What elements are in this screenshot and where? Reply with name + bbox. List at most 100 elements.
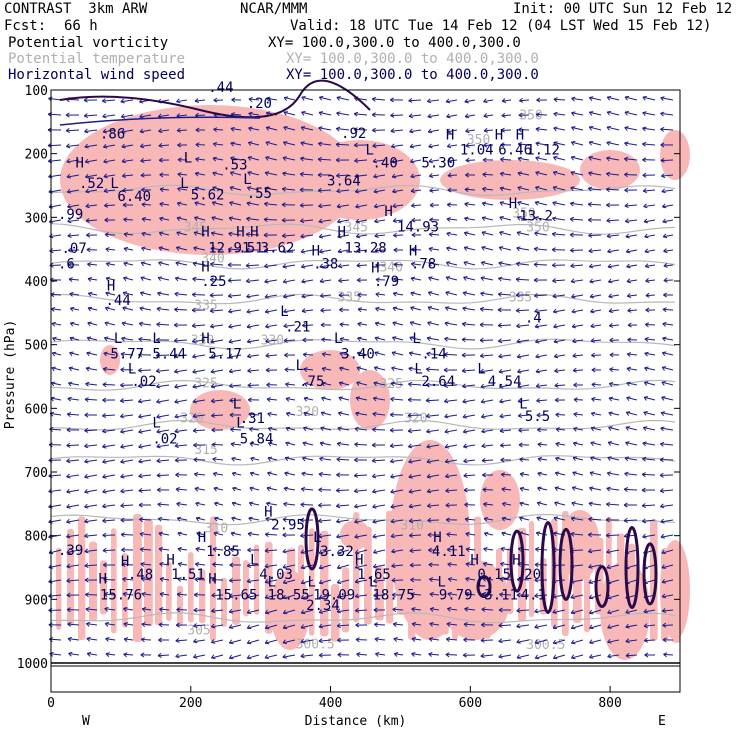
wind-vector — [391, 351, 404, 356]
wind-arrowhead — [52, 336, 57, 342]
wind-arrowhead — [570, 186, 575, 191]
wind-arrowhead — [444, 321, 449, 327]
wind-arrowhead — [353, 111, 359, 117]
wind-arrowhead — [355, 411, 360, 417]
wind-arrowhead — [429, 607, 435, 612]
wind-vector — [590, 309, 602, 313]
wind-vector — [354, 128, 368, 131]
wind-arrowhead — [85, 592, 90, 598]
wind-arrowhead — [285, 411, 291, 417]
hl-label: L — [366, 142, 374, 158]
wind-arrowhead — [174, 383, 179, 389]
wind-arrowhead — [447, 172, 452, 178]
wind-arrowhead — [447, 591, 452, 597]
wind-vector — [300, 173, 314, 176]
wind-vector — [174, 384, 188, 388]
wind-arrowhead — [194, 577, 199, 583]
wind-vector — [213, 128, 224, 131]
wind-arrowhead — [426, 488, 432, 494]
wind-vector — [572, 354, 584, 357]
wind-arrowhead — [139, 128, 145, 134]
wind-arrowhead — [248, 126, 253, 132]
wind-arrowhead — [85, 366, 91, 372]
wind-arrowhead — [69, 306, 75, 312]
wind-vector — [447, 608, 458, 611]
hl-label: L — [414, 361, 422, 377]
wind-arrowhead — [661, 366, 667, 371]
wind-arrowhead — [534, 639, 540, 645]
wind-vector — [661, 549, 674, 554]
wind-arrowhead — [498, 338, 503, 344]
wind-arrowhead — [141, 246, 146, 252]
wind-vector — [571, 639, 584, 644]
wind-vector — [607, 264, 620, 268]
wind-arrowhead — [571, 293, 576, 299]
wind-arrowhead — [644, 652, 649, 658]
wind-arrowhead — [392, 291, 398, 297]
wind-arrowhead — [336, 441, 342, 447]
wind-arrowhead — [318, 609, 324, 614]
wind-arrowhead — [371, 473, 377, 479]
wind-arrowhead — [482, 561, 488, 567]
wind-vector — [534, 263, 548, 266]
wind-arrowhead — [102, 488, 107, 494]
wind-vector — [283, 141, 296, 146]
hl-label: .92 — [341, 126, 366, 142]
wind-vector — [446, 247, 458, 251]
wind-vector — [392, 321, 404, 326]
hl-label: 15.76 — [100, 587, 142, 603]
wind-vector — [264, 203, 278, 206]
wind-arrowhead — [66, 518, 71, 524]
wind-vector — [410, 277, 422, 281]
wind-arrowhead — [281, 217, 286, 223]
wind-arrowhead — [663, 262, 668, 268]
wind-arrowhead — [644, 351, 649, 357]
wind-vector — [123, 608, 134, 611]
wind-arrowhead — [408, 518, 414, 524]
wind-vector — [265, 354, 278, 357]
wind-arrowhead — [588, 96, 594, 102]
hl-label: .44 — [208, 80, 233, 96]
wind-vector — [608, 412, 620, 416]
wind-vector — [462, 323, 476, 326]
hl-label: 1.85 — [206, 544, 240, 560]
theta-label: 325 — [379, 377, 402, 392]
wind-vector — [589, 279, 602, 283]
wind-arrowhead — [84, 518, 89, 524]
wind-arrowhead — [428, 652, 433, 657]
wind-vector — [499, 384, 512, 388]
wind-arrowhead — [588, 232, 593, 238]
wind-vector — [266, 126, 278, 131]
wind-vector — [390, 114, 404, 117]
wind-arrowhead — [229, 412, 234, 418]
wind-arrowhead — [446, 547, 451, 553]
wind-arrowhead — [553, 516, 559, 522]
wind-arrowhead — [138, 321, 144, 327]
wind-arrowhead — [246, 624, 252, 630]
wind-arrowhead — [212, 156, 217, 162]
wind-arrowhead — [84, 548, 89, 554]
wind-arrowhead — [318, 594, 324, 600]
wind-arrowhead — [537, 471, 542, 477]
wind-arrowhead — [570, 531, 575, 537]
wind-arrowhead — [247, 171, 252, 176]
wind-vector — [660, 534, 674, 538]
wind-arrowhead — [69, 291, 74, 297]
y-tick-label: 200 — [25, 148, 48, 163]
wind-arrowhead — [335, 157, 340, 163]
wind-vector — [213, 472, 224, 476]
wind-vector — [300, 234, 314, 238]
wind-arrowhead — [392, 203, 397, 209]
wind-vector — [482, 188, 494, 191]
wind-arrowhead — [337, 637, 342, 643]
wind-vector — [643, 396, 656, 401]
wind-arrowhead — [624, 156, 629, 162]
wind-arrowhead — [282, 564, 288, 569]
y-tick-label: 300 — [25, 211, 48, 226]
wind-vector — [446, 129, 458, 133]
wind-vector — [552, 279, 566, 282]
wind-vector — [141, 218, 152, 221]
wind-arrowhead — [410, 188, 415, 194]
wind-vector — [554, 486, 566, 491]
wind-vector — [318, 473, 332, 476]
